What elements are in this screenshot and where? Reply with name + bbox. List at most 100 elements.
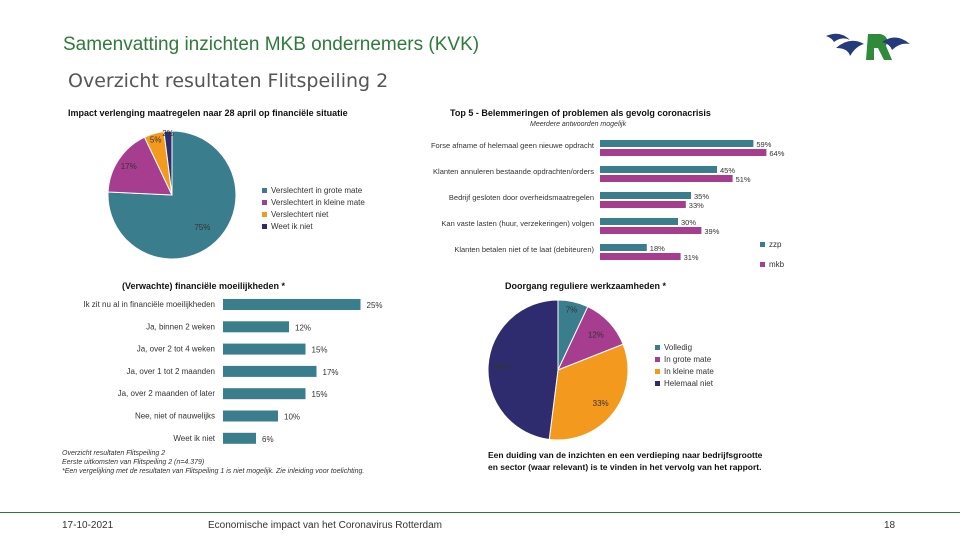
notes-line3: *Een vergelijking met de resultaten van … bbox=[62, 468, 365, 475]
footer-divider bbox=[0, 512, 960, 513]
pie1-legend-swatch-1 bbox=[262, 188, 267, 193]
chart3-value-1: 25% bbox=[367, 301, 383, 310]
pie4-slice-4 bbox=[487, 299, 559, 441]
chart2-bar-mkb-4 bbox=[600, 227, 702, 234]
notes-line1: Overzicht resultaten Flitspeiling 2 bbox=[62, 450, 166, 457]
pie1-legend-label-3: Verslechtert niet bbox=[271, 210, 329, 219]
closing-text: Een duiding van de inzichten en een verd… bbox=[488, 449, 762, 473]
pie4-slice-label-2: 12% bbox=[588, 330, 604, 339]
pie4-slice-label-3: 33% bbox=[593, 399, 609, 408]
pie4-legend-label-1: Volledig bbox=[664, 343, 692, 352]
pie1-legend-label-1: Verslechtert in grote mate bbox=[271, 186, 363, 195]
chart2-bar-mkb-3 bbox=[600, 201, 686, 208]
chart3-category-2: Ja, binnen 2 weken bbox=[146, 322, 215, 331]
chart2-subtitle: Meerdere antwoorden mogelijk bbox=[530, 121, 627, 128]
impact-pie-chart: 75% 17% 5%2% Verslechtert in grote mate Vers… bbox=[107, 129, 365, 260]
chart3-category-4: Ja, over 1 tot 2 maanden bbox=[127, 367, 216, 376]
slide-title: Samenvatting inzichten MKB ondernemers (… bbox=[63, 34, 480, 55]
chart2-legend-label-zzp: zzp bbox=[769, 240, 782, 249]
footer-source: Economische impact van het Coronavirus R… bbox=[208, 520, 442, 531]
chart2-bar-mkb-2 bbox=[600, 175, 733, 182]
chart2-bar-zzp-1 bbox=[600, 140, 754, 147]
chart1-title: Impact verlenging maatregelen naar 28 ap… bbox=[68, 108, 348, 118]
chart2-value-mkb-2: 51% bbox=[736, 175, 751, 184]
pie4-legend-swatch-4 bbox=[655, 381, 660, 386]
chart2-value-zzp-3: 35% bbox=[694, 192, 709, 201]
chart2-legend-swatch-zzp bbox=[760, 242, 765, 247]
chart2-bar-mkb-1 bbox=[600, 149, 767, 156]
chart3-category-6: Nee, niet of nauwelijks bbox=[135, 412, 215, 421]
chart2-category-4: Kan vaste lasten (huur, verzekeringen) v… bbox=[441, 219, 594, 228]
chart2-bar-zzp-4 bbox=[600, 218, 678, 225]
chart3-value-7: 6% bbox=[262, 435, 274, 444]
chart3-value-6: 10% bbox=[284, 413, 300, 422]
chart4-title: Doorgang reguliere werkzaamheden * bbox=[505, 281, 667, 291]
pie1-legend-label-2: Verslechtert in kleine mate bbox=[271, 198, 365, 207]
chart3-bar-7 bbox=[223, 432, 256, 444]
chart2-legend-swatch-mkb bbox=[760, 262, 765, 267]
chart2-value-zzp-5: 18% bbox=[650, 244, 665, 253]
pie1-legend-swatch-3 bbox=[262, 212, 267, 217]
chart3-category-3: Ja, over 2 tot 4 weken bbox=[137, 345, 215, 354]
chart3-bar-6 bbox=[223, 410, 278, 422]
chart3-bar-2 bbox=[223, 321, 289, 333]
pie4-slice-3 bbox=[548, 343, 629, 441]
chart3-category-7: Weet ik niet bbox=[173, 434, 215, 443]
pie4-legend-swatch-3 bbox=[655, 369, 660, 374]
chart3-bar-3 bbox=[223, 343, 306, 355]
chart3-value-5: 15% bbox=[312, 390, 328, 399]
chart3-bar-5 bbox=[223, 388, 306, 400]
barriers-bar-chart: Forse afname of helemaal geen nieuwe opd… bbox=[431, 140, 785, 269]
notes-line2: Eerste uitkomsten van Flitspeiling 2 (n=… bbox=[62, 459, 205, 466]
pie4-slice-label-4: 48% bbox=[494, 362, 510, 371]
chart3-value-4: 17% bbox=[323, 368, 339, 377]
chart2-value-zzp-4: 30% bbox=[681, 218, 696, 227]
chart2-category-2: Klanten annuleren bestaande opdrachten/o… bbox=[433, 167, 594, 176]
pie4-legend-label-3: In kleine mate bbox=[664, 367, 714, 376]
chart2-value-mkb-5: 31% bbox=[684, 253, 699, 262]
pie4-legend-label-4: Helemaal niet bbox=[664, 379, 714, 388]
pie4-legend-label-2: In grote mate bbox=[664, 355, 712, 364]
pie1-slice-2 bbox=[107, 136, 173, 196]
chart2-value-zzp-1: 59% bbox=[756, 140, 771, 149]
chart2-value-zzp-2: 45% bbox=[720, 166, 735, 175]
pie4-legend-swatch-2 bbox=[655, 357, 660, 362]
financial-difficulties-bar-chart: Ik zit nu al in financiële moeilijkheden… bbox=[83, 299, 383, 444]
chart3-category-1: Ik zit nu al in financiële moeilijkheden bbox=[83, 300, 215, 309]
pie1-legend-swatch-2 bbox=[262, 200, 267, 205]
closing-line2: en sector (waar relevant) is te vinden i… bbox=[488, 462, 762, 472]
chart2-value-mkb-1: 64% bbox=[769, 149, 784, 158]
chart2-bar-mkb-5 bbox=[600, 253, 681, 260]
chart3-title: (Verwachte) financiële moeilijkheden * bbox=[122, 281, 286, 291]
chart3-value-3: 15% bbox=[312, 346, 328, 355]
chart2-bar-zzp-5 bbox=[600, 244, 647, 251]
chart2-title: Top 5 - Belemmeringen of problemen als g… bbox=[450, 108, 711, 118]
footer-date: 17-10-2021 bbox=[62, 520, 114, 531]
pie1-slice-label-2: 17% bbox=[121, 162, 137, 171]
chart2-category-5: Klanten betalen niet of te laat (debiteu… bbox=[454, 245, 594, 254]
pie1-slice-label-3: 5% bbox=[150, 135, 162, 144]
slide-subtitle: Overzicht resultaten Flitspeiling 2 bbox=[68, 70, 389, 92]
pie1-slice-label-4: 2% bbox=[162, 129, 174, 138]
chart2-value-mkb-4: 39% bbox=[704, 227, 719, 236]
pie1-legend-label-4: Weet ik niet bbox=[271, 222, 313, 231]
chart2-legend-label-mkb: mkb bbox=[769, 260, 785, 269]
chart2-bar-zzp-3 bbox=[600, 192, 691, 199]
pie1-slice-label-1: 75% bbox=[194, 223, 210, 232]
chart2-category-1: Forse afname of helemaal geen nieuwe opd… bbox=[431, 141, 595, 150]
chart2-category-3: Bedrijf gesloten door overheidsmaatregel… bbox=[449, 193, 594, 202]
chart2-value-mkb-3: 33% bbox=[689, 201, 704, 210]
pie4-legend-swatch-1 bbox=[655, 345, 660, 350]
pie4-slice-label-1: 7% bbox=[566, 305, 578, 314]
chart3-bar-4 bbox=[223, 365, 317, 377]
closing-line1: Een duiding van de inzichten en een verd… bbox=[488, 450, 763, 460]
notes: Overzicht resultaten Flitspeiling 2 Eers… bbox=[62, 449, 364, 476]
rotterdam-logo-icon bbox=[826, 33, 910, 60]
pie1-slice-4 bbox=[163, 130, 173, 196]
operations-pie-chart: 7% 12% 33% 48% Volledig In grote mate In klein… bbox=[487, 299, 714, 441]
pie1-legend-swatch-4 bbox=[262, 224, 267, 229]
chart3-value-2: 12% bbox=[295, 323, 311, 332]
page-number: 18 bbox=[884, 520, 896, 531]
chart3-category-5: Ja, over 2 maanden of later bbox=[118, 389, 216, 398]
chart2-bar-zzp-2 bbox=[600, 166, 717, 173]
